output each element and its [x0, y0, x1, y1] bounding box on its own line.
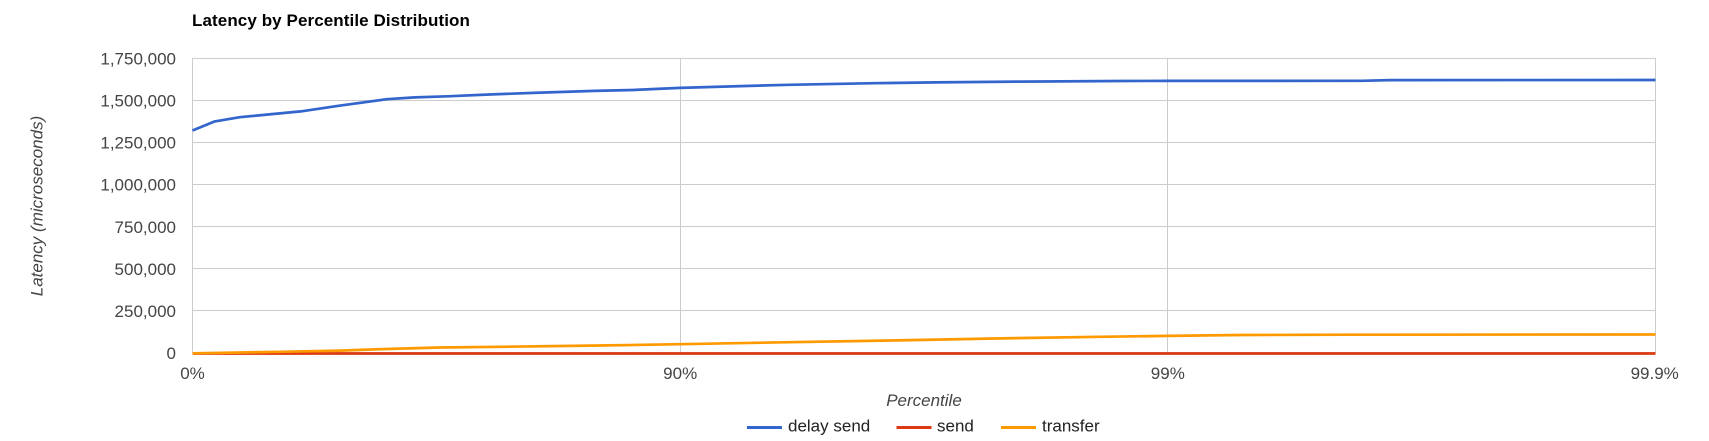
svg-text:90%: 90%: [663, 364, 697, 383]
svg-text:99%: 99%: [1151, 364, 1185, 383]
svg-text:Percentile: Percentile: [886, 391, 962, 410]
svg-text:1,000,000: 1,000,000: [100, 176, 176, 195]
svg-text:1,500,000: 1,500,000: [100, 92, 176, 111]
svg-text:delay send: delay send: [788, 417, 870, 436]
svg-text:750,000: 750,000: [115, 218, 176, 237]
svg-text:0%: 0%: [180, 364, 205, 383]
svg-text:99.9%: 99.9%: [1631, 364, 1679, 383]
svg-text:1,250,000: 1,250,000: [100, 134, 176, 153]
svg-text:transfer: transfer: [1042, 417, 1100, 436]
svg-text:250,000: 250,000: [115, 302, 176, 321]
svg-text:0: 0: [167, 344, 176, 363]
svg-text:1,750,000: 1,750,000: [100, 49, 176, 68]
svg-text:Latency (microseconds): Latency (microseconds): [28, 116, 47, 296]
svg-text:Latency by Percentile Distribu: Latency by Percentile Distribution: [192, 11, 470, 30]
svg-text:500,000: 500,000: [115, 260, 176, 279]
svg-text:send: send: [937, 417, 974, 436]
